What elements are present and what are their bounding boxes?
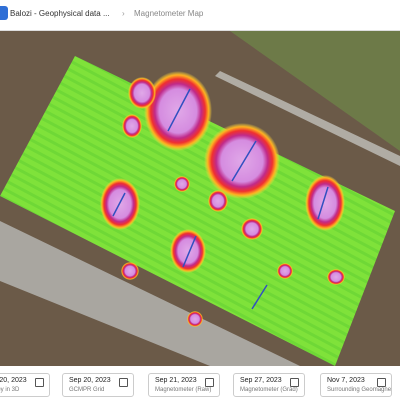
calendar-icon [377,378,386,387]
timeline-card[interactable]: Sep 27, 2023 Magnetometer (Grad) [233,373,305,397]
survey-line [251,284,268,310]
card-date: Nov 7, 2023 [327,377,365,384]
anomaly [277,263,293,279]
road [0,221,300,366]
card-label: Magnetometer (Grad) [240,387,298,393]
calendar-icon [35,378,44,387]
anomaly [174,176,190,192]
anomaly [170,229,206,273]
breadcrumb-page: Magnetometer Map [134,9,204,18]
aerial-field [230,31,400,151]
timeline-card[interactable]: Nov 7, 2023 Surrounding Geomagnetic [320,373,392,397]
map [0,31,400,366]
anomaly [204,123,280,199]
anomaly [121,262,139,280]
calendar-icon [205,378,214,387]
anomaly [305,175,345,231]
survey-line [182,235,197,268]
card-label: Magnetometer (Raw) [155,387,212,393]
anomaly [187,311,203,327]
survey-line [231,140,257,182]
card-label: Survey in 3D [0,387,20,393]
breadcrumb-separator: › [122,9,125,18]
timeline-card[interactable]: Sep 21, 2023 Magnetometer (Raw) [148,373,220,397]
breadcrumb-project[interactable]: Balozi - Geophysical data ... [10,9,110,18]
survey-lines [112,88,329,310]
survey-line [112,192,126,217]
heatmap [0,56,395,366]
card-label: GCMPR Grid [69,387,105,393]
survey-line [167,88,191,132]
survey-line [317,186,329,220]
card-label: Surrounding Geomagnetic [327,387,392,393]
calendar-icon [119,378,128,387]
anomalies [100,71,345,327]
card-date: Sep 20, 2023 [0,377,27,384]
anomaly [327,269,345,285]
anomaly [241,218,263,240]
timeline-card[interactable]: Sep 20, 2023 GCMPR Grid [62,373,134,397]
anomaly [122,114,142,138]
card-date: Sep 20, 2023 [69,377,111,384]
anomaly [208,190,228,212]
card-date: Sep 21, 2023 [155,377,197,384]
card-date: Sep 27, 2023 [240,377,282,384]
timeline: Sep 20, 2023 Survey in 3D Sep 20, 2023 GCMP… [0,366,400,400]
path [215,71,400,166]
calendar-icon [290,378,299,387]
timeline-card[interactable]: Sep 20, 2023 Survey in 3D [0,373,50,397]
anomaly [128,77,156,109]
logo[interactable] [0,6,8,20]
top-bar: Balozi - Geophysical data ... › Magnetom… [0,0,400,31]
